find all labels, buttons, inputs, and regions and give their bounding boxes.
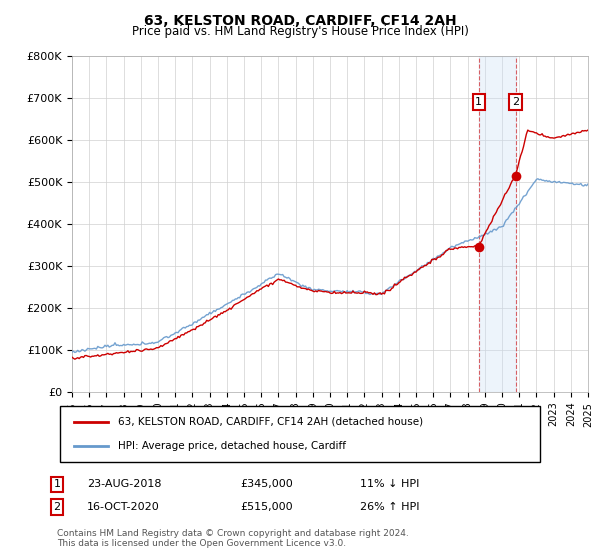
Text: 1: 1 [53,479,61,489]
Text: 11% ↓ HPI: 11% ↓ HPI [360,479,419,489]
Text: £515,000: £515,000 [240,502,293,512]
Bar [479,56,516,392]
FancyBboxPatch shape [60,406,540,462]
Text: 16-OCT-2020: 16-OCT-2020 [87,502,160,512]
Text: HPI: Average price, detached house, Cardiff: HPI: Average price, detached house, Card… [118,441,346,451]
Text: 63, KELSTON ROAD, CARDIFF, CF14 2AH: 63, KELSTON ROAD, CARDIFF, CF14 2AH [143,14,457,28]
Text: 2: 2 [53,502,61,512]
Text: £345,000: £345,000 [240,479,293,489]
Text: 2: 2 [512,97,520,107]
Text: 1: 1 [475,97,482,107]
Text: 23-AUG-2018: 23-AUG-2018 [87,479,161,489]
Text: Price paid vs. HM Land Registry's House Price Index (HPI): Price paid vs. HM Land Registry's House … [131,25,469,38]
Text: Contains HM Land Registry data © Crown copyright and database right 2024.
This d: Contains HM Land Registry data © Crown c… [57,529,409,548]
Text: 26% ↑ HPI: 26% ↑ HPI [360,502,419,512]
Text: 63, KELSTON ROAD, CARDIFF, CF14 2AH (detached house): 63, KELSTON ROAD, CARDIFF, CF14 2AH (det… [118,417,423,427]
